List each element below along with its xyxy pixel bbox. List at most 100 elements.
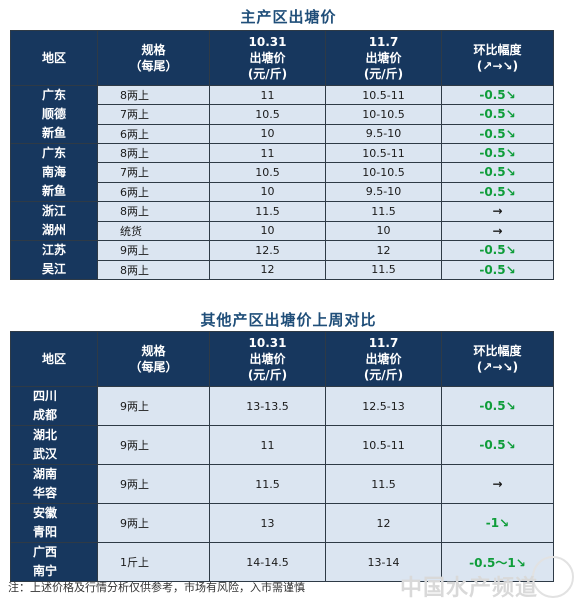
price-1031-cell: 11.5 — [209, 464, 326, 504]
change-cell: -0.5↘ — [441, 181, 554, 203]
change-cell: -0.5↘ — [441, 425, 554, 465]
region-cell: 广西 南宁 — [10, 542, 98, 582]
change-header: 环比幅度 (↗→↘) — [441, 331, 554, 387]
price-117-cell: 9.5-10 — [325, 123, 442, 145]
table-row: 7两上 10.5 10-10.5 -0.5↘ — [11, 162, 554, 183]
spec-header: 规格 （每尾） — [97, 30, 210, 86]
table-row: 广西 南宁 1斤上 14-14.5 13-14 -0.5～1↘ — [10, 542, 554, 582]
date1-header: 10.31 出塘价 (元/斤) — [209, 30, 326, 86]
table-row: 浙江 湖州 8两上 11.5 11.5 → — [10, 201, 554, 241]
table1-title: 主产区出塘价 — [240, 8, 337, 26]
region-header: 地区 — [10, 331, 98, 387]
price-117-cell: 9.5-10 — [325, 181, 442, 203]
region-cell: 四川 成都 — [10, 386, 98, 426]
spec-cell: 6两上 — [97, 123, 210, 145]
table-row: 湖北 武汉 9两上 11 10.5-11 -0.5↘ — [10, 425, 554, 465]
spec-cell: 8两上 — [97, 84, 210, 106]
watermark-logo: 中国水产频道 — [400, 576, 539, 601]
change-cell: -0.5↘ — [441, 386, 554, 426]
price-117-cell: 11.5 — [325, 259, 442, 280]
change-cell: -0.5↘ — [441, 162, 554, 183]
region-cell: 湖南 华容 — [10, 464, 98, 504]
price-117-cell: 11.5 — [325, 464, 442, 504]
spec-cell: 7两上 — [97, 162, 210, 183]
region-cell: 江苏 吴江 — [10, 240, 98, 280]
change-cell: -0.5↘ — [441, 259, 554, 280]
table-row: 统货 10 10 → — [11, 220, 554, 241]
spec-cell: 9两上 — [97, 425, 210, 465]
price-1031-cell: 11 — [209, 425, 326, 465]
change-cell: -0.5↘ — [441, 104, 554, 125]
spec-cell: 8两上 — [97, 142, 210, 164]
change-cell: -0.5↘ — [441, 123, 554, 145]
table-row: 江苏 吴江 9两上 12.5 12 -0.5↘ — [10, 240, 554, 280]
spec-cell: 9两上 — [97, 464, 210, 504]
other-price-table: 地区 规格 （每尾） 10.31 出塘价 (元/斤) 11.7 出塘价 (元/斤) 环比幅度 (↗→… — [10, 331, 554, 582]
table2-title: 其他产区出塘价上周对比 — [200, 311, 377, 329]
header-row: 地区 规格 （每尾） 10.31 出塘价 (元/斤) 11.7 出塘价 (元/斤) 环比幅度 (↗→… — [10, 30, 554, 86]
spec-cell: 1斤上 — [97, 542, 210, 582]
price-1031-cell: 10.5 — [209, 104, 326, 125]
price-1031-cell: 11 — [209, 84, 326, 106]
price-1031-cell: 13-13.5 — [209, 386, 326, 426]
price-1031-cell: 11 — [209, 142, 326, 164]
spec-cell: 统货 — [97, 220, 210, 241]
table-row: 6两上 10 9.5-10 -0.5↘ — [11, 181, 554, 203]
change-cell: -0.5↘ — [441, 240, 554, 261]
footer-note: 注：上述价格及行情分析仅供参考，市场有风险，入市需谨慎 — [8, 581, 305, 594]
change-cell: → — [441, 464, 554, 504]
table-row: 安徽 青阳 9两上 13 12 -1↘ — [10, 503, 554, 543]
price-117-cell: 10.5-11 — [325, 84, 442, 106]
spec-cell: 9两上 — [97, 386, 210, 426]
change-cell: → — [441, 201, 554, 222]
price-1031-cell: 12.5 — [209, 240, 326, 261]
price-1031-cell: 14-14.5 — [209, 542, 326, 582]
table-row: 广东 南海 新鱼 8两上 11 10.5-11 -0.5↘ — [10, 142, 554, 202]
region-cell: 安徽 青阳 — [10, 503, 98, 543]
table-row: 8两上 12 11.5 -0.5↘ — [11, 259, 554, 280]
region-cell: 湖北 武汉 — [10, 425, 98, 465]
change-cell: -0.5↘ — [441, 142, 554, 164]
spec-cell: 6两上 — [97, 181, 210, 203]
price-1031-cell: 10.5 — [209, 162, 326, 183]
price-117-cell: 13-14 — [325, 542, 442, 582]
main-price-table: 地区 规格 （每尾） 10.31 出塘价 (元/斤) 11.7 出塘价 (元/斤) 环比幅度 (↗→… — [10, 30, 554, 280]
price-1031-cell: 10 — [209, 181, 326, 203]
price-117-cell: 10.5-11 — [325, 425, 442, 465]
spec-cell: 7两上 — [97, 104, 210, 125]
region-cell: 广东 南海 新鱼 — [10, 143, 98, 202]
date2-header: 11.7 出塘价 (元/斤) — [325, 331, 442, 387]
price-117-cell: 10.5-11 — [325, 142, 442, 164]
watermark-logo-circle — [532, 556, 574, 598]
change-cell: -1↘ — [441, 503, 554, 543]
header-row: 地区 规格 （每尾） 10.31 出塘价 (元/斤) 11.7 出塘价 (元/斤) 环比幅度 (↗→… — [10, 331, 554, 387]
table-row: 湖南 华容 9两上 11.5 11.5 → — [10, 464, 554, 504]
price-117-cell: 10-10.5 — [325, 162, 442, 183]
spec-cell: 8两上 — [97, 259, 210, 280]
change-header: 环比幅度 (↗→↘) — [441, 30, 554, 86]
price-117-cell: 10 — [325, 220, 442, 241]
spec-header: 规格 （每尾） — [97, 331, 210, 387]
table-row: 7两上 10.5 10-10.5 -0.5↘ — [11, 104, 554, 125]
spec-cell: 8两上 — [97, 201, 210, 222]
region-cell: 广东 顺德 新鱼 — [10, 85, 98, 144]
region-header: 地区 — [10, 30, 98, 86]
table-row: 广东 顺德 新鱼 8两上 11 10.5-11 -0.5↘ — [10, 84, 554, 144]
price-117-cell: 12 — [325, 503, 442, 543]
price-117-cell: 11.5 — [325, 201, 442, 222]
date2-header: 11.7 出塘价 (元/斤) — [325, 30, 442, 86]
price-117-cell: 12.5-13 — [325, 386, 442, 426]
date1-header: 10.31 出塘价 (元/斤) — [209, 331, 326, 387]
price-117-cell: 12 — [325, 240, 442, 261]
change-cell: → — [441, 220, 554, 241]
price-1031-cell: 11.5 — [209, 201, 326, 222]
table-row: 四川 成都 9两上 13-13.5 12.5-13 -0.5↘ — [10, 386, 554, 426]
spec-cell: 9两上 — [97, 240, 210, 261]
table-row: 6两上 10 9.5-10 -0.5↘ — [11, 123, 554, 145]
price-1031-cell: 12 — [209, 259, 326, 280]
price-117-cell: 10-10.5 — [325, 104, 442, 125]
region-cell: 浙江 湖州 — [10, 201, 98, 241]
spec-cell: 9两上 — [97, 503, 210, 543]
change-cell: -0.5↘ — [441, 84, 554, 106]
price-1031-cell: 10 — [209, 123, 326, 145]
